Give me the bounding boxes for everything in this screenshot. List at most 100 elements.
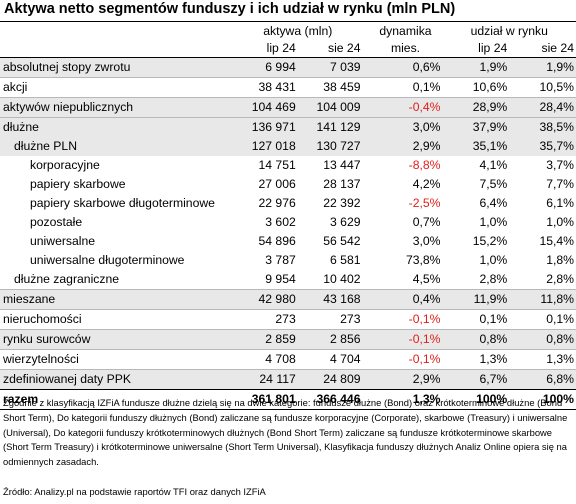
cell-sie: 38 459 <box>299 77 365 98</box>
table-row: uniwersalne długoterminowe 3 787 6 581 73,8… <box>0 251 576 270</box>
row-label: korporacyjne <box>30 158 100 172</box>
cell-sie: 4 704 <box>299 349 365 370</box>
cell-sie: 22 392 <box>323 196 361 210</box>
cell-u-sie: 7,7% <box>546 177 574 191</box>
cell-u-lip: 35,1% <box>446 137 512 156</box>
cell-sie: 7 039 <box>299 57 365 78</box>
cell-dyn: -0,1% <box>364 309 447 330</box>
row-label: wierzytelności <box>0 349 235 370</box>
cell-lip: 3 602 <box>265 215 296 229</box>
cell-dyn: -0,4% <box>364 97 447 118</box>
header-group-udzial: udział w rynku <box>470 24 548 38</box>
cell-dyn: 4,2% <box>412 177 441 191</box>
cell-lip: 6 994 <box>235 57 300 78</box>
table-row: aktywów niepublicznych 104 469 104 009 -0,4… <box>0 97 576 118</box>
cell-sie: 10 402 <box>299 270 365 290</box>
table-title: Aktywa netto segmentów funduszy i ich ud… <box>4 1 456 17</box>
table-body: absolutnej stopy zwrotu 6 994 7 039 0,6% 1,9… <box>0 57 576 410</box>
cell-u-lip: 0,1% <box>446 309 512 330</box>
cell-lip: 104 469 <box>235 97 300 118</box>
header-row-columns: lip 24 sie 24 mies. lip 24 sie 24 <box>0 40 576 58</box>
cell-sie: 3 629 <box>330 215 361 229</box>
cell-u-sie: 100% <box>511 389 576 410</box>
cell-dyn: -0,1% <box>364 329 447 350</box>
cell-sie: 6 581 <box>330 253 361 267</box>
title-divider <box>0 21 576 22</box>
cell-dyn: 73,8% <box>405 253 441 267</box>
table-row: absolutnej stopy zwrotu 6 994 7 039 0,6% 1,9… <box>0 57 576 78</box>
cell-dyn: -8,8% <box>408 158 441 172</box>
table-row: zdefiniowanej daty PPK 24 117 24 809 2,9% 6,… <box>0 369 576 390</box>
total-row: razem 361 801 366 446 1,3% 100% 100% <box>0 389 576 410</box>
header-col-share-lip24: lip 24 <box>446 40 512 58</box>
cell-u-sie: 0,8% <box>511 329 576 350</box>
row-label: absolutnej stopy zwrotu <box>0 57 235 78</box>
cell-dyn: 2,9% <box>364 137 447 156</box>
row-label: papiery skarbowe <box>30 177 126 191</box>
cell-u-lip: 0,8% <box>446 329 512 350</box>
table-row: nieruchomości 273 273 -0,1% 0,1% 0,1% <box>0 309 576 330</box>
cell-lip: 136 971 <box>235 117 300 137</box>
cell-sie: 366 446 <box>299 389 365 410</box>
cell-lip: 9 954 <box>235 270 300 290</box>
cell-sie: 273 <box>299 309 365 330</box>
row-label: zdefiniowanej daty PPK <box>0 369 235 390</box>
cell-sie: 2 856 <box>299 329 365 350</box>
cell-lip: 42 980 <box>235 289 300 310</box>
row-label: uniwersalne długoterminowe <box>30 253 185 267</box>
row-label: papiery skarbowe długoterminowe <box>30 196 215 210</box>
cell-u-sie: 3,7% <box>546 158 574 172</box>
cell-u-lip: 6,4% <box>479 196 508 210</box>
header-col-lip24: lip 24 <box>235 40 300 58</box>
row-label: razem <box>0 389 235 410</box>
cell-lip: 54 896 <box>258 234 296 248</box>
table-row: dłużne zagraniczne 9 954 10 402 4,5% 2,8% 2,8… <box>0 270 576 290</box>
row-label: dłużne PLN <box>0 137 235 156</box>
cell-dyn: 1,3% <box>364 389 447 410</box>
cell-sie: 24 809 <box>299 369 365 390</box>
table-row: papiery skarbowe długoterminowe 22 976 22 … <box>0 194 576 213</box>
cell-u-lip: 7,5% <box>479 177 508 191</box>
cell-dyn: 0,1% <box>364 77 447 98</box>
table-row: dłużne PLN 127 018 130 727 2,9% 35,1% 35,7% <box>0 137 576 156</box>
table-row: mieszane 42 980 43 168 0,4% 11,9% 11,8% <box>0 289 576 310</box>
cell-sie: 130 727 <box>299 137 365 156</box>
header-group-aktywa: aktywa (mln) <box>263 24 333 38</box>
header-col-mies: mies. <box>364 40 447 58</box>
cell-dyn: 0,4% <box>364 289 447 310</box>
header-group-dynamika: dynamika <box>379 24 432 38</box>
cell-dyn: 3,0% <box>364 117 447 137</box>
cell-lip: 3 787 <box>265 253 296 267</box>
cell-u-lip: 10,6% <box>446 77 512 98</box>
cell-dyn: 3,0% <box>412 234 441 248</box>
cell-dyn: 4,5% <box>364 270 447 290</box>
header-blank <box>0 23 235 40</box>
cell-sie: 104 009 <box>299 97 365 118</box>
source-note: Źródło: Analizy.pl na podstawie raportów… <box>3 486 266 497</box>
header-col-share-sie24: sie 24 <box>511 40 576 58</box>
fund-segments-table: aktywa (mln) dynamika udział w rynku lip… <box>0 23 576 410</box>
cell-sie: 43 168 <box>299 289 365 310</box>
cell-lip: 4 708 <box>235 349 300 370</box>
cell-dyn: 0,6% <box>364 57 447 78</box>
cell-u-sie: 1,8% <box>546 253 574 267</box>
cell-u-lip: 1,0% <box>479 215 508 229</box>
row-label: rynku surowców <box>0 329 235 350</box>
header-row-groups: aktywa (mln) dynamika udział w rynku <box>0 23 576 40</box>
cell-lip: 273 <box>235 309 300 330</box>
cell-u-lip: 100% <box>446 389 512 410</box>
cell-u-lip: 1,0% <box>479 253 508 267</box>
table-row: papiery skarbowe 27 006 28 137 4,2% 7,5% 7,7% <box>0 175 576 194</box>
table-row: pozostałe 3 602 3 629 0,7% 1,0% 1,0% <box>0 213 576 232</box>
cell-dyn: 0,7% <box>412 215 441 229</box>
cell-u-lip: 37,9% <box>446 117 512 137</box>
cell-u-lip: 15,2% <box>472 234 508 248</box>
cell-dyn: -2,5% <box>408 196 441 210</box>
cell-u-sie: 35,7% <box>511 137 576 156</box>
cell-lip: 22 976 <box>258 196 296 210</box>
cell-dyn: -0,1% <box>364 349 447 370</box>
cell-u-lip: 2,8% <box>446 270 512 290</box>
cell-dyn: 2,9% <box>364 369 447 390</box>
cell-u-sie: 0,1% <box>511 309 576 330</box>
cell-lip: 361 801 <box>235 389 300 410</box>
